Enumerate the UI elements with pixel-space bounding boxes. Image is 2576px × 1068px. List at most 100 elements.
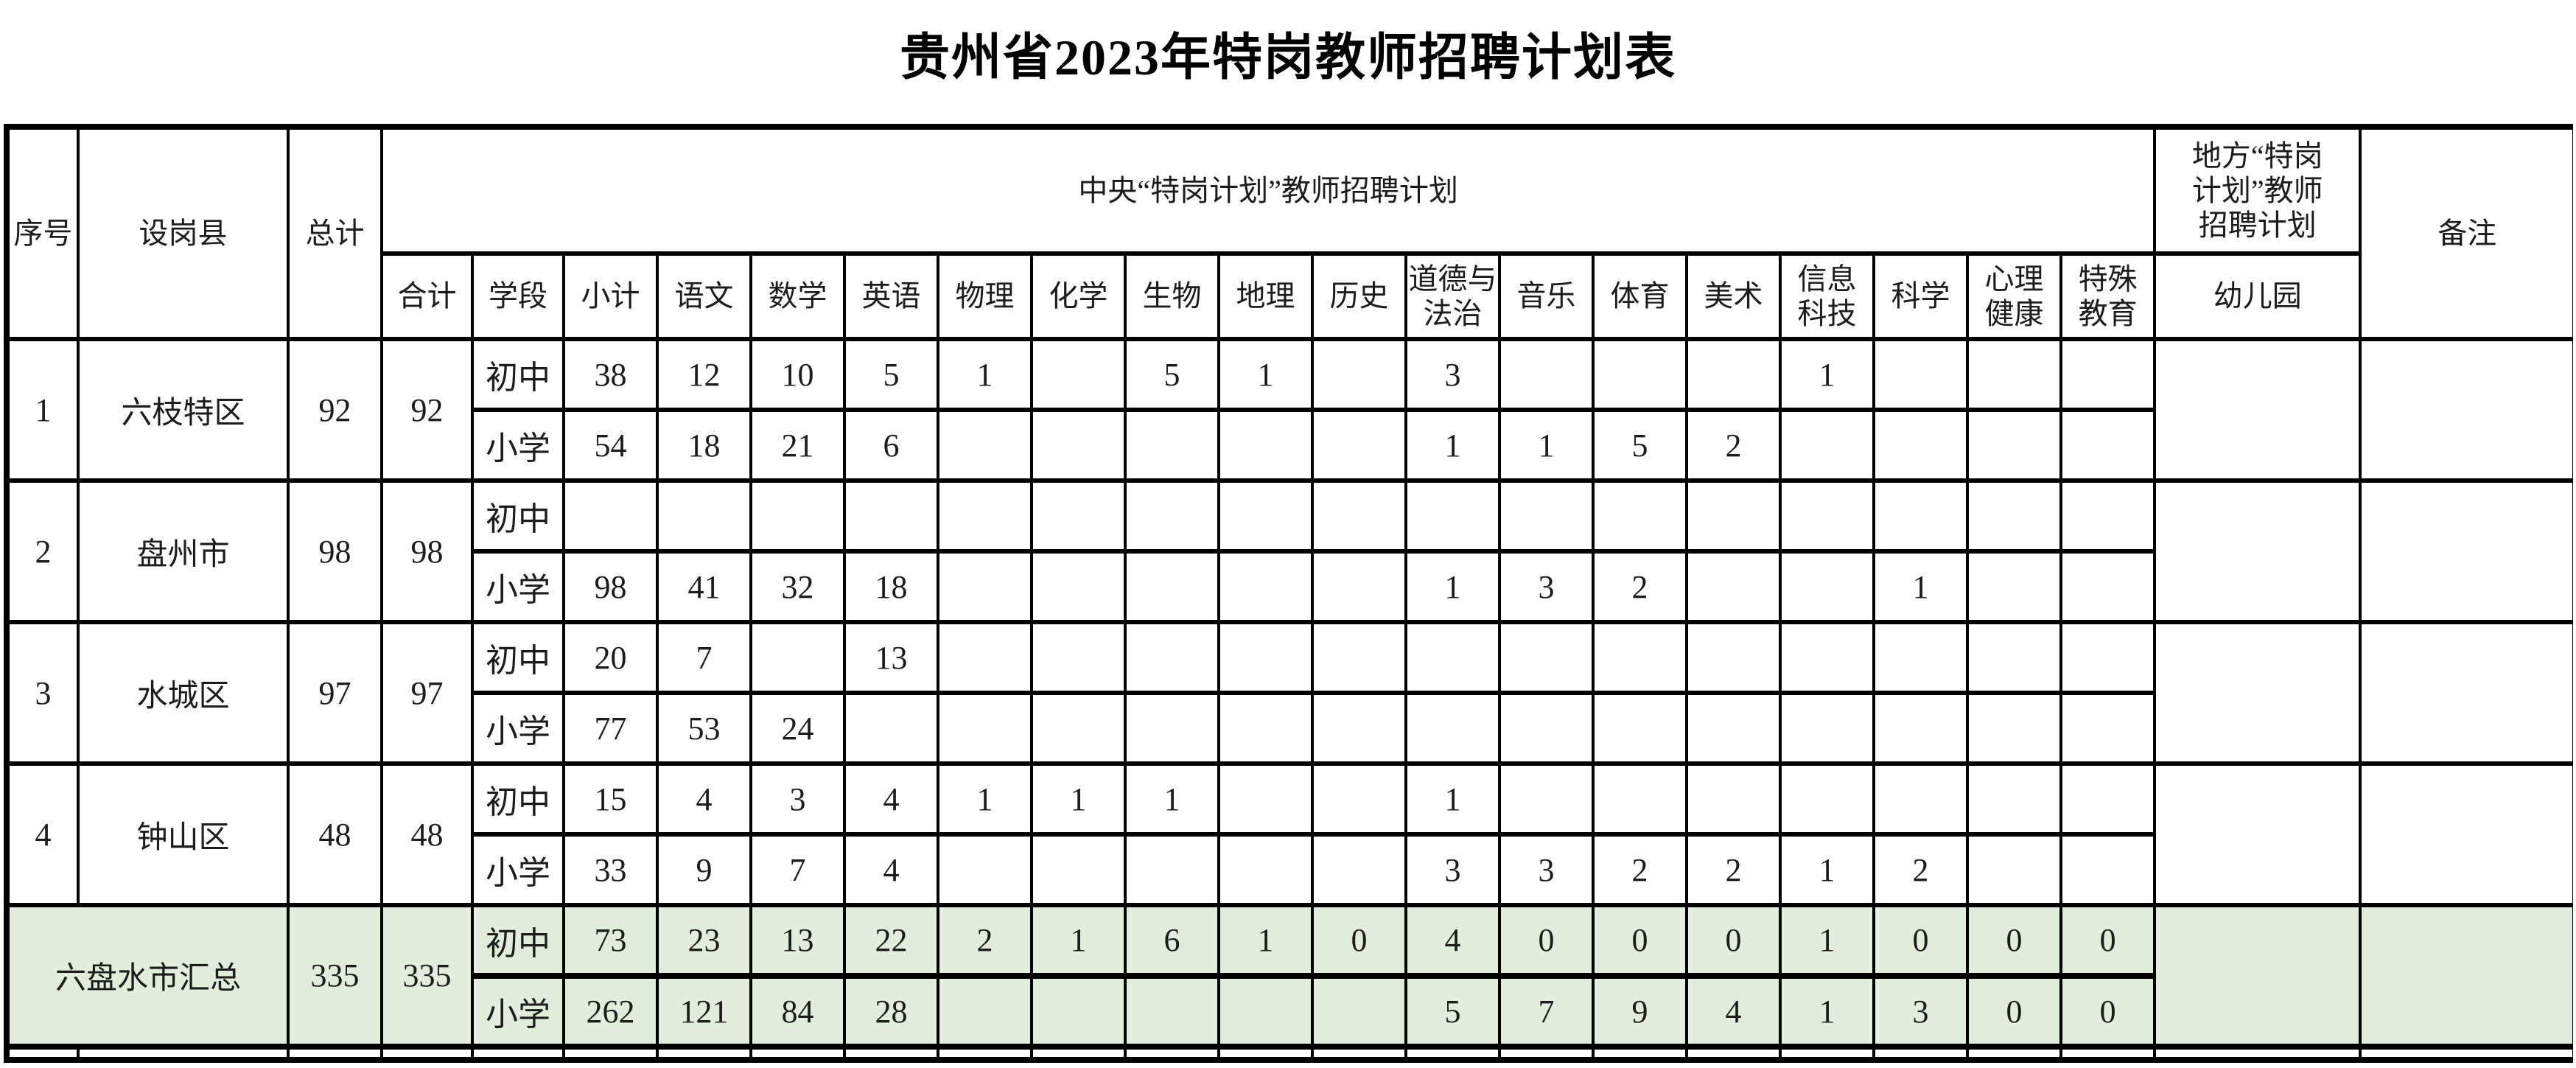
subject-value-cell	[1217, 478, 1314, 554]
cutoff-cell	[1124, 1044, 1220, 1060]
subject-value-cell: 24	[749, 691, 846, 766]
subject-value-cell: 1	[937, 761, 1033, 837]
cutoff-cell	[1404, 1044, 1501, 1060]
subject-value-cell	[1685, 620, 1782, 695]
header-subject: 语文	[656, 251, 752, 341]
stage-cell-junior: 初中	[471, 761, 565, 837]
header-subject: 特殊 教育	[2059, 251, 2157, 341]
subject-value-cell	[1592, 761, 1688, 837]
grand-total-cell: 98	[287, 478, 383, 624]
county-cell: 盘州市	[77, 478, 290, 624]
subject-value-cell: 1	[937, 337, 1033, 412]
subject-value-cell	[1124, 478, 1220, 554]
cutoff-cell	[380, 1044, 474, 1060]
subject-value-cell: 2	[1592, 549, 1688, 624]
subject-value-cell: 7	[656, 620, 752, 695]
header-subject: 心理 健康	[1966, 251, 2062, 341]
subject-value-cell	[1217, 974, 1314, 1050]
header-central-program-group: 中央“特岗计划”教师招聘计划	[379, 125, 2157, 256]
subtotal-cell: 98	[380, 478, 474, 624]
subject-value-cell	[1592, 620, 1688, 695]
subject-value-cell: 73	[562, 903, 659, 979]
subject-value-cell	[1966, 408, 2062, 483]
subject-value-cell: 2	[1592, 832, 1688, 907]
subject-value-cell	[1030, 478, 1127, 554]
subject-value-cell: 3	[1404, 832, 1501, 907]
subject-value-cell	[656, 478, 752, 554]
subject-value-cell: 0	[1498, 903, 1595, 979]
subject-value-cell: 0	[1685, 903, 1782, 979]
subject-value-cell: 18	[843, 549, 939, 624]
kindergarten-cell	[2153, 761, 2362, 907]
subject-value-cell: 1	[1217, 337, 1314, 412]
county-row-primary: 小学 77 53 24	[7, 691, 2573, 766]
subject-value-cell: 23	[656, 903, 752, 979]
stage-cell-junior: 初中	[471, 620, 565, 695]
subject-value-cell	[1779, 549, 1875, 624]
subject-value-cell	[1966, 337, 2062, 412]
subject-value-cell	[1872, 478, 1969, 554]
subject-value-cell: 1	[1779, 832, 1875, 907]
subject-value-cell	[1779, 478, 1875, 554]
subject-value-cell: 2	[937, 903, 1033, 979]
stage-cell-primary: 小学	[471, 549, 565, 624]
seq-cell: 2	[5, 478, 80, 624]
subject-value-cell: 28	[843, 974, 939, 1050]
seq-cell: 3	[5, 620, 80, 766]
cutoff-cell	[937, 1044, 1033, 1060]
cutoff-cell	[287, 1044, 383, 1060]
subject-value-cell	[1030, 408, 1127, 483]
subject-value-cell	[1124, 620, 1220, 695]
subject-value-cell: 1	[1404, 549, 1501, 624]
subject-value-cell: 0	[1592, 903, 1688, 979]
header-subject: 科学	[1872, 251, 1969, 341]
header-subject: 小计	[562, 251, 659, 341]
header-subtotal: 合计	[380, 251, 474, 341]
header-grand-total: 总计	[287, 125, 383, 341]
subject-value-cell: 84	[749, 974, 846, 1050]
subject-value-cell	[2059, 337, 2157, 412]
cutoff-cell	[1592, 1044, 1688, 1060]
remark-cell	[2359, 620, 2573, 766]
header-subject: 信息 科技	[1779, 251, 1875, 341]
county-row-junior: 3 水城区 97 97 初中 20 7 13	[5, 620, 2573, 766]
subject-value-cell: 3	[749, 761, 846, 837]
subject-value-cell: 15	[562, 761, 659, 837]
subject-value-cell: 2	[1685, 832, 1782, 907]
subject-value-cell	[1124, 832, 1220, 907]
stage-cell-junior: 初中	[471, 478, 565, 554]
subject-value-cell: 1	[1217, 903, 1314, 979]
cutoff-cell	[77, 1044, 290, 1060]
header-subject: 美术	[1685, 251, 1782, 341]
recruitment-plan-table-wrap: 序号 设岗县 总计 中央“特岗计划”教师招聘计划 地方“特岗 计划”教师 招聘计…	[4, 124, 2573, 1068]
subject-value-cell: 7	[749, 832, 846, 907]
subject-value-cell	[749, 478, 846, 554]
subject-value-cell: 4	[843, 761, 939, 837]
subject-value-cell	[1872, 337, 1969, 412]
subject-value-cell	[937, 620, 1033, 695]
summary-row-primary: 小学 262 121 84 28 5 7 9 4 1 3 0 0	[7, 974, 2573, 1050]
county-row-primary: 小学 33 9 7 4 3 3 2 2 1 2	[7, 832, 2573, 907]
subject-value-cell	[1498, 478, 1595, 554]
subject-value-cell: 54	[562, 408, 659, 483]
subject-value-cell	[1966, 832, 2062, 907]
county-cell: 钟山区	[77, 761, 290, 907]
subject-value-cell	[1872, 761, 1969, 837]
summary-label-cell: 六盘水市汇总	[5, 903, 290, 1050]
subject-value-cell	[1124, 974, 1220, 1050]
stage-cell-primary: 小学	[471, 691, 565, 766]
subject-value-cell	[1966, 620, 2062, 695]
header-seq: 序号	[5, 125, 80, 341]
stage-cell-primary: 小学	[471, 974, 565, 1050]
subject-value-cell	[2059, 549, 2157, 624]
recruitment-plan-table: 序号 设岗县 总计 中央“特岗计划”教师招聘计划 地方“特岗 计划”教师 招聘计…	[4, 124, 2573, 1063]
header-subject: 音乐	[1498, 251, 1595, 341]
subject-value-cell: 4	[843, 832, 939, 907]
subject-value-cell	[937, 478, 1033, 554]
county-row-junior: 1 六枝特区 92 92 初中 38 12 10 5 1 5 1 3 1	[5, 337, 2573, 483]
subject-value-cell: 1	[1498, 408, 1595, 483]
cutoff-cell	[843, 1044, 939, 1060]
subject-value-cell	[1966, 691, 2062, 766]
grand-total-cell: 335	[287, 903, 383, 1050]
subject-value-cell: 0	[2059, 974, 2157, 1050]
